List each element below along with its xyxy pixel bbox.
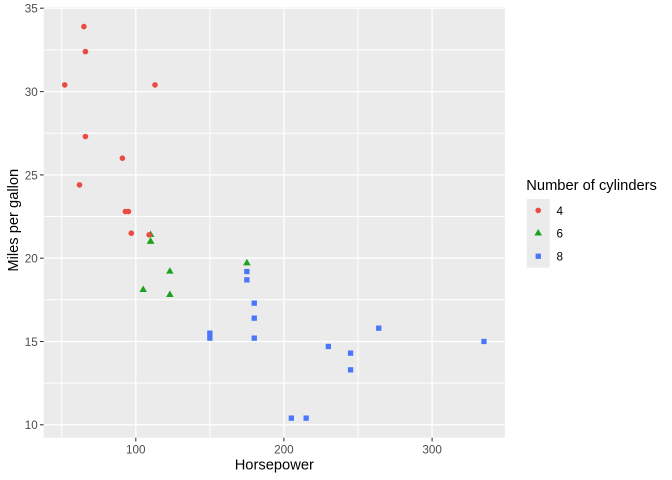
svg-text:25: 25: [25, 169, 39, 182]
svg-text:35: 35: [25, 3, 39, 16]
svg-text:4: 4: [557, 205, 564, 218]
svg-text:100: 100: [126, 443, 146, 456]
svg-text:15: 15: [25, 336, 39, 349]
svg-text:30: 30: [25, 86, 39, 99]
svg-text:300: 300: [422, 443, 442, 456]
svg-text:6: 6: [557, 228, 564, 241]
svg-text:Miles per gallon: Miles per gallon: [6, 169, 22, 272]
svg-text:20: 20: [25, 253, 39, 266]
svg-text:200: 200: [274, 443, 294, 456]
svg-text:8: 8: [557, 251, 564, 264]
svg-text:Number of cylinders: Number of cylinders: [526, 178, 657, 194]
svg-text:Horsepower: Horsepower: [235, 458, 314, 474]
svg-text:10: 10: [25, 419, 39, 432]
